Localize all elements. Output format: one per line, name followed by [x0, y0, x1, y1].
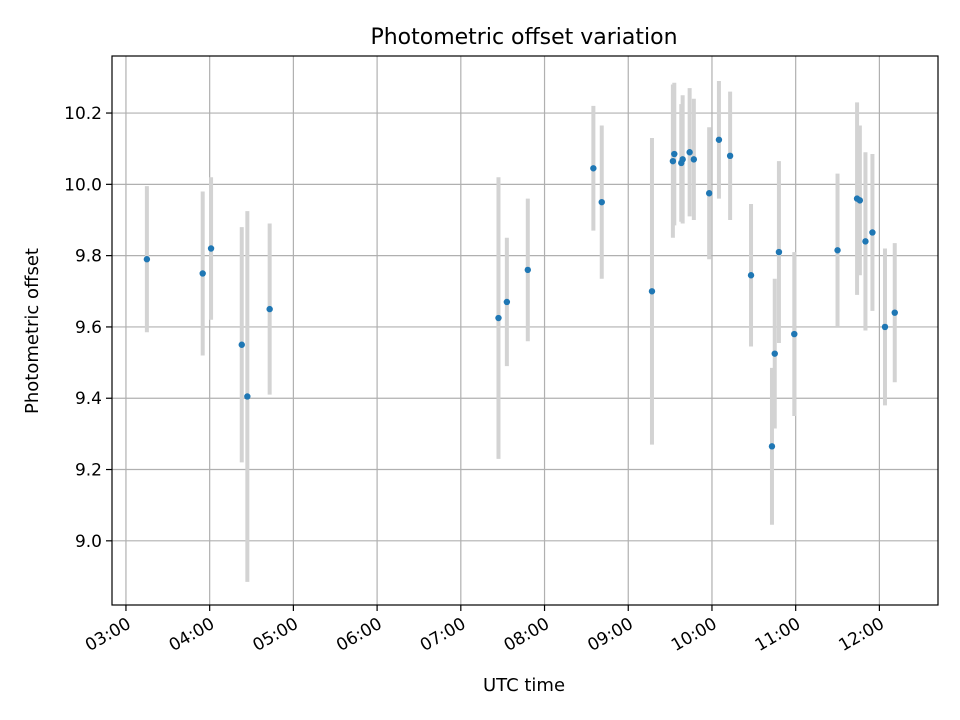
data-point [671, 150, 678, 158]
data-point [503, 298, 511, 306]
plot-frame [111, 55, 939, 606]
y-axis-label: Photometric offset [22, 248, 43, 414]
data-point [834, 247, 841, 254]
data-point [598, 198, 605, 206]
data-point [891, 309, 898, 316]
data-point [679, 156, 686, 163]
x-tick-label: 08:00 [501, 614, 553, 656]
data-point [266, 305, 273, 313]
grid [112, 56, 938, 605]
data-point [244, 393, 251, 400]
y-axis: 9.0 9.2 9.4 9.6 9.8 10.0 10.2 [64, 104, 112, 552]
data-point [207, 245, 215, 252]
data-point [862, 238, 869, 245]
data-point [648, 288, 656, 295]
data-point [881, 323, 889, 331]
data-point [495, 314, 502, 322]
x-tick-label: 05:00 [249, 614, 301, 656]
chart-title: Photometric offset variation [370, 25, 677, 50]
data-points [143, 136, 898, 450]
data-point [590, 165, 597, 172]
x-tick-label: 12:00 [835, 614, 887, 656]
data-point [143, 256, 151, 263]
data-point [726, 152, 734, 160]
x-tick-label: 09:00 [584, 614, 636, 656]
x-tick-label: 06:00 [333, 614, 385, 656]
data-point [715, 136, 723, 143]
x-axis-label: UTC time [483, 675, 565, 696]
data-point [690, 156, 698, 163]
y-tick-label: 9.2 [75, 461, 102, 481]
data-point [771, 350, 778, 357]
y-tick-label: 10.0 [64, 175, 102, 195]
data-point [669, 157, 677, 165]
x-tick-label: 10:00 [668, 614, 720, 656]
x-axis: 03:00 04:00 05:00 06:00 07:00 08:00 09:00 10:00… [82, 605, 888, 656]
x-tick-label: 03:00 [82, 614, 134, 656]
y-tick-label: 9.0 [75, 532, 102, 552]
data-point [705, 190, 713, 197]
y-tick-label: 9.6 [75, 318, 102, 338]
data-point [524, 266, 531, 274]
y-tick-label: 9.4 [75, 389, 102, 409]
y-tick-label: 9.8 [75, 247, 102, 267]
y-tick-label: 10.2 [64, 104, 102, 124]
error-bars [144, 80, 897, 582]
data-point [686, 149, 693, 156]
data-point [791, 330, 798, 338]
data-point [856, 197, 864, 204]
data-point [199, 270, 206, 277]
data-point [869, 229, 876, 236]
x-tick-label: 07:00 [417, 614, 469, 656]
data-point [747, 272, 755, 279]
data-point [768, 443, 776, 450]
x-tick-label: 11:00 [752, 614, 804, 656]
data-point [775, 248, 783, 256]
x-tick-label: 04:00 [166, 614, 218, 656]
data-point [238, 341, 245, 348]
